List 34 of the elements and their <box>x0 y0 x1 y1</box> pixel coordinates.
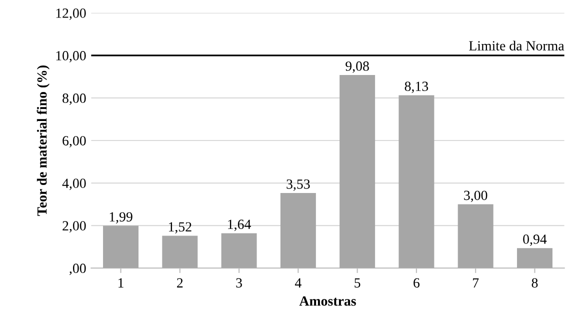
bar <box>221 233 257 268</box>
bar <box>340 75 376 268</box>
data-label: 0,94 <box>523 234 547 246</box>
data-label: 3,00 <box>464 190 488 202</box>
bar <box>162 236 198 268</box>
bar <box>280 193 316 268</box>
x-tick-label: 8 <box>532 278 538 288</box>
y-axis-title: Teor de material fino (%) <box>36 66 50 216</box>
bar <box>103 226 139 268</box>
bar <box>516 248 552 268</box>
bar <box>398 95 434 268</box>
y-tick-label: 12,00 <box>56 8 86 20</box>
data-label: 1,64 <box>228 220 251 232</box>
x-tick-label: 3 <box>236 278 242 288</box>
data-label: 1,99 <box>110 212 132 224</box>
y-tick-label: 10,00 <box>56 51 86 62</box>
y-tick-label: 2,00 <box>62 221 86 233</box>
x-tick-label: 7 <box>473 278 479 288</box>
y-tick-label: 8,00 <box>62 94 86 105</box>
data-label: 3,53 <box>286 179 310 191</box>
x-tick-label: 1 <box>118 278 124 288</box>
x-tick-label: 6 <box>414 278 420 288</box>
data-label: 9,08 <box>346 61 369 73</box>
x-tick-label: 4 <box>294 278 302 288</box>
data-label: 1,52 <box>168 222 192 234</box>
ref-line-label: Limite da Norma <box>469 40 564 50</box>
bar <box>458 204 494 268</box>
y-tick-label: ,00 <box>70 264 86 276</box>
x-axis-title: Amostras <box>299 296 356 306</box>
x-tick-label: 5 <box>354 278 360 288</box>
x-tick-label: 2 <box>177 278 183 288</box>
y-tick-label: 4,00 <box>62 178 86 190</box>
y-tick-label: 6,00 <box>62 136 86 148</box>
data-label: 8,13 <box>404 82 428 93</box>
